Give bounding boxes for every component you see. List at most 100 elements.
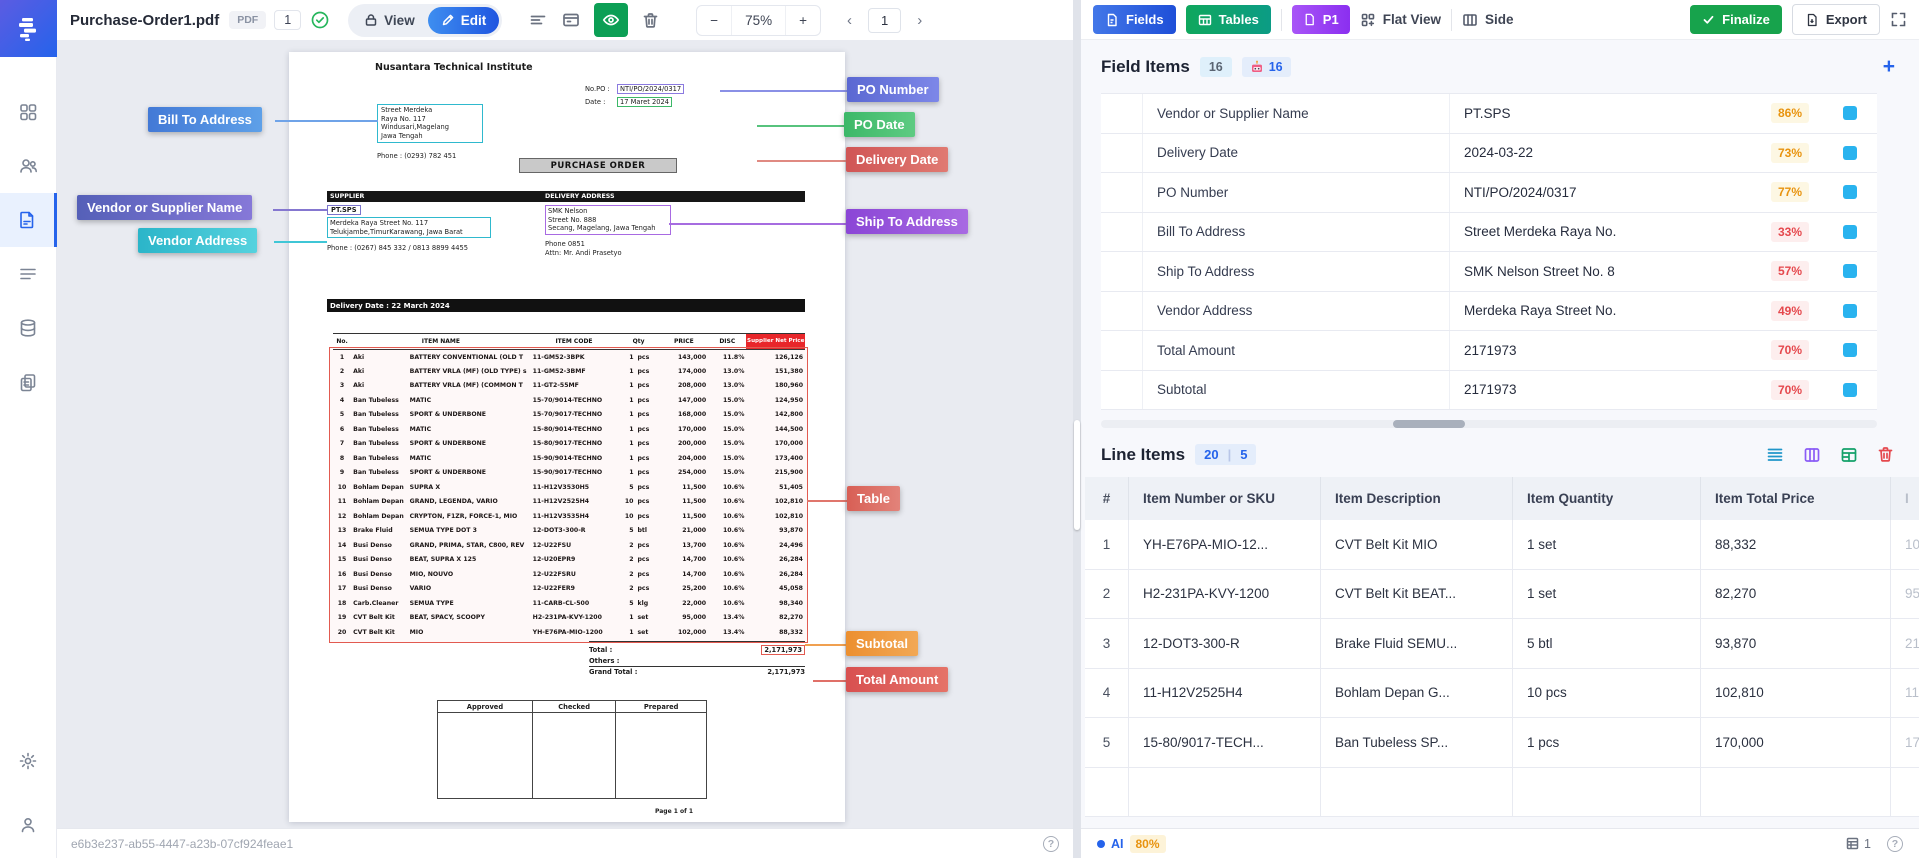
field-value[interactable]: SMK Nelson Street No. 8 — [1449, 252, 1757, 291]
field-row[interactable]: Total Amount 2171973 70% — [1101, 331, 1877, 371]
line-item-total-price[interactable]: 170,000 — [1701, 718, 1891, 767]
field-value[interactable]: 2024-03-22 — [1449, 133, 1757, 172]
po-delivery-date-bar[interactable]: Delivery Date : 22 March 2024 — [327, 299, 805, 312]
field-checkbox[interactable] — [1843, 264, 1857, 279]
field-row[interactable]: Vendor Address Merdeka Raya Street No. 4… — [1101, 291, 1877, 331]
line-item-quantity[interactable]: 1 set — [1513, 520, 1701, 569]
columns-icon[interactable] — [1802, 445, 1822, 465]
po-items-table[interactable]: No. ITEM NAME ITEM CODE Qty PRICE DISC S… — [333, 333, 805, 640]
field-value[interactable]: 2171973 — [1449, 370, 1757, 409]
col-header-sku[interactable]: Item Number or SKU — [1129, 477, 1321, 520]
fields-button[interactable]: Fields — [1093, 5, 1176, 34]
field-row[interactable]: PO Number NTI/PO/2024/0317 77% — [1101, 173, 1877, 213]
field-value[interactable]: 2171973 — [1449, 331, 1757, 370]
sidebar-item-users[interactable] — [0, 139, 57, 193]
field-value[interactable]: NTI/PO/2024/0317 — [1449, 173, 1757, 212]
line-item-description[interactable]: Bohlam Depan G... — [1321, 668, 1513, 717]
fields-horizontal-scrollbar[interactable] — [1101, 420, 1877, 428]
field-value[interactable]: Street Merdeka Raya No. — [1449, 212, 1757, 251]
edit-mode-button[interactable]: Edit — [427, 6, 500, 34]
finalize-button[interactable]: Finalize — [1690, 5, 1782, 34]
line-item-row[interactable]: 3 12-DOT3-300-R Brake Fluid SEMU... 5 bt… — [1085, 619, 1919, 669]
col-header-description[interactable]: Item Description — [1321, 477, 1513, 520]
line-item-total-price[interactable]: 93,870 — [1701, 619, 1891, 668]
field-checkbox[interactable] — [1843, 224, 1857, 239]
line-item-row[interactable]: 5 15-80/9017-TECH... Ban Tubeless SP... … — [1085, 718, 1919, 768]
side-view-button[interactable]: Side — [1462, 12, 1514, 28]
line-item-sku[interactable]: 12-DOT3-300-R — [1129, 619, 1321, 668]
delete-table-icon[interactable] — [1876, 445, 1895, 464]
line-item-row[interactable]: 4 11-H12V2525H4 Bohlam Depan G... 10 pcs… — [1085, 668, 1919, 718]
sidebar-item-dashboard[interactable] — [0, 85, 57, 139]
field-value[interactable]: PT.SPS — [1449, 94, 1757, 133]
po-bill-to-highlight[interactable]: Street Merdeka Raya No. 117 Windusari,Ma… — [377, 104, 483, 143]
line-item-quantity[interactable]: 1 set — [1513, 569, 1701, 618]
field-checkbox[interactable] — [1843, 382, 1857, 397]
line-item-total-price[interactable]: 88,332 — [1701, 520, 1891, 569]
field-checkbox[interactable] — [1843, 106, 1857, 121]
line-item-quantity[interactable]: 1 pcs — [1513, 718, 1701, 767]
page-chip-button[interactable]: P1 — [1291, 5, 1350, 34]
annotation-table[interactable]: Table — [847, 486, 900, 511]
flat-view-button[interactable]: Flat View — [1360, 12, 1441, 28]
annotation-subtotal[interactable]: Subtotal — [846, 631, 918, 656]
line-item-description[interactable]: Ban Tubeless SP... — [1321, 718, 1513, 767]
field-checkbox[interactable] — [1843, 343, 1857, 358]
layout-window-icon[interactable] — [561, 10, 581, 30]
fullscreen-button[interactable] — [1890, 11, 1907, 28]
annotation-ship-to-address[interactable]: Ship To Address — [846, 209, 968, 234]
line-item-sku[interactable]: 11-H12V2525H4 — [1129, 668, 1321, 717]
sidebar-item-account[interactable] — [0, 798, 57, 852]
table-edit-icon[interactable] — [1839, 445, 1859, 465]
line-item-row[interactable]: 2 H2-231PA-KVY-1200 CVT Belt Kit BEAT...… — [1085, 569, 1919, 619]
next-page-button[interactable]: › — [917, 11, 923, 29]
zoom-in-button[interactable]: + — [799, 12, 808, 28]
po-date-highlight[interactable]: 17 Maret 2024 — [617, 96, 672, 107]
field-row[interactable]: Ship To Address SMK Nelson Street No. 8 … — [1101, 252, 1877, 292]
trash-icon[interactable] — [641, 11, 660, 30]
annotation-total-amount[interactable]: Total Amount — [846, 667, 949, 692]
po-table-highlight[interactable] — [329, 347, 808, 643]
field-row[interactable]: Subtotal 2171973 70% — [1101, 370, 1877, 410]
line-item-description[interactable]: CVT Belt Kit BEAT... — [1321, 569, 1513, 618]
po-vendor-address-highlight[interactable]: Merdeka Raya Street No. 117 Telukjambe,T… — [327, 217, 491, 239]
po-ship-to-highlight[interactable]: SMK Nelson Street No. 888 Secang, Magela… — [545, 205, 671, 236]
line-item-sku[interactable]: 15-80/9017-TECH... — [1129, 718, 1321, 767]
line-item-description[interactable]: Brake Fluid SEMU... — [1321, 619, 1513, 668]
prev-page-button[interactable]: ‹ — [847, 11, 853, 29]
line-item-description[interactable]: CVT Belt Kit MIO — [1321, 520, 1513, 569]
line-item-sku[interactable]: YH-E76PA-MIO-12... — [1129, 520, 1321, 569]
sidebar-item-activity[interactable] — [0, 247, 57, 301]
view-mode-button[interactable]: View — [351, 7, 428, 34]
annotation-vendor-address[interactable]: Vendor Address — [138, 228, 258, 253]
line-item-total-price[interactable]: 102,810 — [1701, 668, 1891, 717]
sidebar-item-database[interactable] — [0, 301, 57, 355]
zoom-out-button[interactable]: − — [697, 5, 733, 35]
col-header-index[interactable]: # — [1085, 477, 1129, 520]
rows-icon[interactable] — [1765, 445, 1785, 465]
fields-hscroll-thumb[interactable] — [1393, 420, 1465, 428]
col-header-partial[interactable]: I — [1891, 477, 1919, 520]
sidebar-item-copies[interactable] — [0, 355, 57, 409]
field-row[interactable]: Delivery Date 2024-03-22 73% — [1101, 133, 1877, 173]
field-row[interactable]: Vendor or Supplier Name PT.SPS 86% — [1101, 94, 1877, 134]
line-item-quantity[interactable]: 5 btl — [1513, 619, 1701, 668]
sheet-count[interactable]: 1 — [1845, 836, 1871, 851]
panel-help-icon[interactable]: ? — [1887, 835, 1903, 852]
sidebar-item-documents[interactable] — [0, 193, 57, 247]
field-checkbox[interactable] — [1843, 185, 1857, 200]
add-field-button[interactable]: + — [1882, 55, 1895, 78]
annotation-po-date[interactable]: PO Date — [844, 112, 915, 137]
annotation-vendor-or-supplier-name[interactable]: Vendor or Supplier Name — [77, 195, 253, 220]
col-header-quantity[interactable]: Item Quantity — [1513, 477, 1701, 520]
line-item-sku[interactable]: H2-231PA-KVY-1200 — [1129, 569, 1321, 618]
current-page-input[interactable]: 1 — [868, 7, 902, 33]
field-value[interactable]: Merdeka Raya Street No. — [1449, 291, 1757, 330]
field-checkbox[interactable] — [1843, 145, 1857, 160]
field-row[interactable]: Bill To Address Street Merdeka Raya No. … — [1101, 212, 1877, 252]
app-logo-icon[interactable] — [0, 0, 57, 57]
annotation-po-number[interactable]: PO Number — [847, 77, 939, 102]
po-number-highlight[interactable]: NTI/PO/2024/0317 — [617, 83, 685, 94]
line-item-quantity[interactable]: 10 pcs — [1513, 668, 1701, 717]
po-supplier-name-highlight[interactable]: PT.SPS — [327, 205, 361, 215]
